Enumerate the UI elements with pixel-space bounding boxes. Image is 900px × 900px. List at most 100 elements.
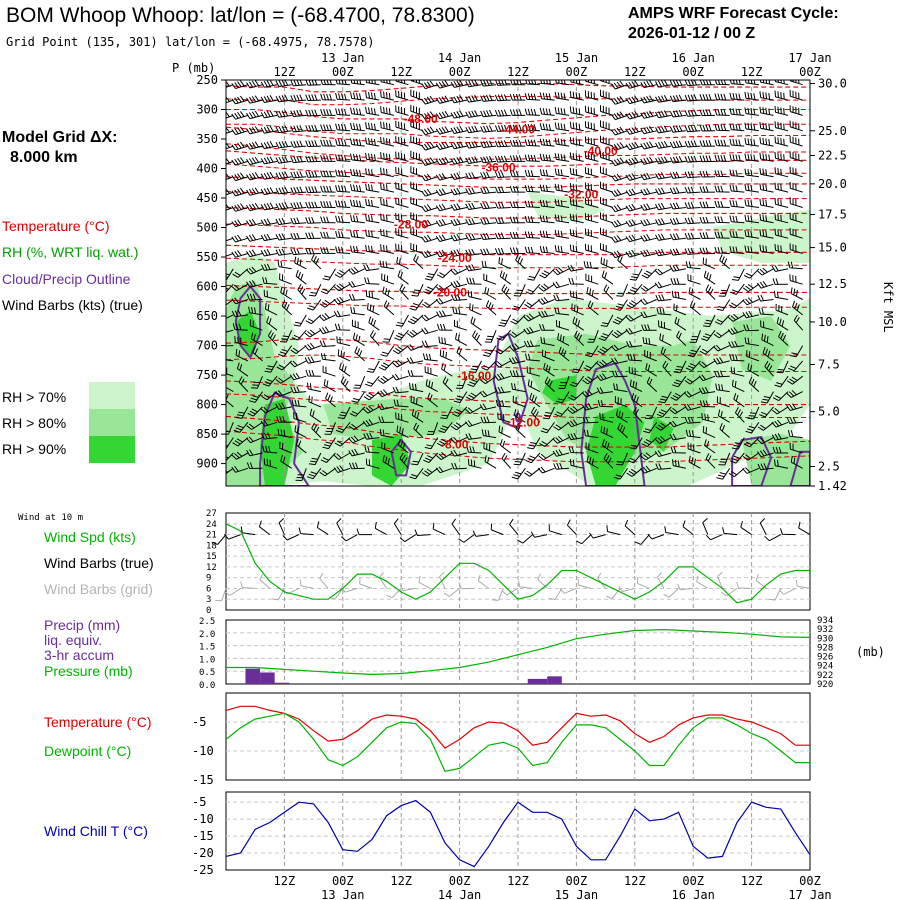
legend-precip: Precip (mm): [44, 617, 120, 633]
wind-barb: [335, 215, 351, 224]
precip-bar: [547, 676, 562, 684]
wind-barb: [260, 80, 278, 88]
wind-barb: [509, 247, 526, 254]
wind-barb: [684, 416, 701, 424]
wind-barb: [226, 467, 234, 475]
wind-barb: [246, 280, 263, 288]
wind-barb: [246, 266, 263, 275]
wind-barb: [760, 391, 774, 404]
wind-barb: [658, 320, 672, 331]
top-date-label: 17 Jan: [788, 51, 831, 65]
wind-barb: [452, 406, 468, 417]
wind-barb: [713, 370, 730, 378]
wind-barb: [744, 168, 759, 178]
wind-barb: [756, 281, 774, 289]
wind-barb: [435, 249, 453, 258]
wind-barb-true: [566, 519, 577, 535]
wind-barb: [350, 306, 365, 316]
wind-barb: [279, 441, 292, 454]
legend-wind-barbs-grid: Wind Barbs (grid): [44, 581, 153, 597]
wind-barb: [569, 121, 584, 132]
wind-barb-grid: [399, 584, 416, 591]
wind-barb: [395, 412, 409, 423]
wind-barb: [395, 136, 409, 147]
wind-barb: [717, 409, 730, 423]
wind-barb: [335, 108, 351, 116]
wind-barb: [480, 109, 497, 118]
wind-barb: [524, 108, 540, 116]
wind-barb: [232, 323, 248, 331]
wind-barb: [498, 314, 512, 327]
wind-barb: [439, 349, 453, 362]
wind-barb: [260, 95, 278, 103]
legend-precip-liq: liq. equiv.: [44, 632, 102, 648]
wind-barb: [320, 283, 336, 295]
wind-barb: [611, 126, 628, 136]
wind-barb: [655, 110, 672, 119]
wind-barb: [585, 273, 599, 285]
isotherm-line: [226, 191, 810, 203]
wind-barb: [411, 408, 424, 423]
wind-barb: [727, 327, 745, 335]
wind-barb: [226, 299, 234, 306]
wind-barb: [523, 340, 540, 348]
wind-barb: [567, 432, 584, 441]
wind-barb: [553, 462, 570, 470]
wind-barb: [742, 310, 760, 319]
wind-barb: [465, 433, 482, 440]
wind-tick-label: 3: [206, 595, 211, 605]
wind-barb-grid: [477, 574, 490, 589]
wind-barb: [465, 420, 482, 427]
wind-barb-true: [336, 518, 344, 535]
wind-barb: [480, 80, 497, 87]
wind-barb: [670, 446, 686, 454]
wind-barb: [494, 201, 511, 209]
wind-barb: [613, 383, 628, 393]
wind-barb: [438, 421, 453, 434]
wind-barb: [246, 141, 263, 150]
wind-barb: [350, 153, 365, 162]
wind-barb-true: [530, 531, 548, 538]
wind-barb: [480, 232, 497, 240]
wind-barb: [789, 345, 804, 358]
wind-barb: [558, 376, 570, 389]
wind-barb-grid: [340, 586, 358, 593]
wind-barb: [640, 218, 657, 227]
wind-barb-grid: [259, 573, 271, 589]
wind-barb: [280, 286, 292, 300]
wind-barb: [231, 234, 249, 243]
wind-barb: [655, 94, 672, 103]
isotherm-line: [226, 299, 810, 309]
wind-barb: [742, 467, 760, 474]
wind-barb: [246, 80, 263, 89]
wind-barb: [629, 268, 643, 281]
wind-barb-true: [682, 520, 694, 535]
wind-barb: [571, 303, 584, 316]
wind-barb: [290, 386, 307, 394]
wind-barb: [483, 442, 497, 454]
wind-barb: [349, 462, 365, 470]
wind-barb: [747, 363, 760, 377]
wind-barb: [527, 437, 541, 450]
wind-barb-true: [458, 534, 475, 543]
wind-barb: [354, 346, 366, 362]
wind-barb: [771, 406, 789, 415]
wind-barb: [641, 324, 657, 331]
wind-barb: [232, 437, 249, 447]
wind-barb: [435, 234, 453, 242]
wind-barb: [584, 151, 599, 162]
precip-tick-label: 0.0: [199, 681, 215, 691]
wind-barb: [774, 228, 789, 239]
wind-barb: [469, 303, 482, 316]
wind-barb: [729, 230, 745, 239]
wind-barb: [699, 109, 716, 117]
wind-barb: [382, 330, 395, 343]
legend-cloud: Cloud/Precip Outline: [2, 271, 131, 287]
wind-barb: [501, 284, 512, 300]
wind-barb-grid: [224, 587, 241, 596]
wind-barb: [786, 416, 803, 424]
wind-barb: [699, 400, 716, 408]
wind-barb: [383, 300, 395, 316]
wind-barb: [435, 203, 453, 212]
wind-tick-label: 15: [206, 552, 217, 562]
